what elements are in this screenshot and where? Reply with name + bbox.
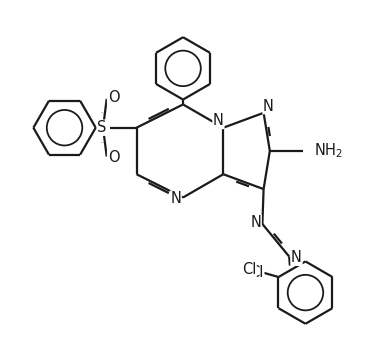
Text: N: N bbox=[250, 215, 261, 230]
Text: NH$_2$: NH$_2$ bbox=[314, 142, 343, 160]
Text: O: O bbox=[108, 150, 119, 165]
Text: Cl: Cl bbox=[249, 265, 264, 280]
Text: S: S bbox=[97, 120, 107, 135]
Text: N: N bbox=[263, 99, 274, 114]
Text: Cl: Cl bbox=[242, 262, 256, 277]
Text: N: N bbox=[291, 250, 302, 265]
Text: N: N bbox=[213, 113, 224, 129]
Text: N: N bbox=[170, 191, 181, 206]
Text: O: O bbox=[108, 90, 119, 105]
